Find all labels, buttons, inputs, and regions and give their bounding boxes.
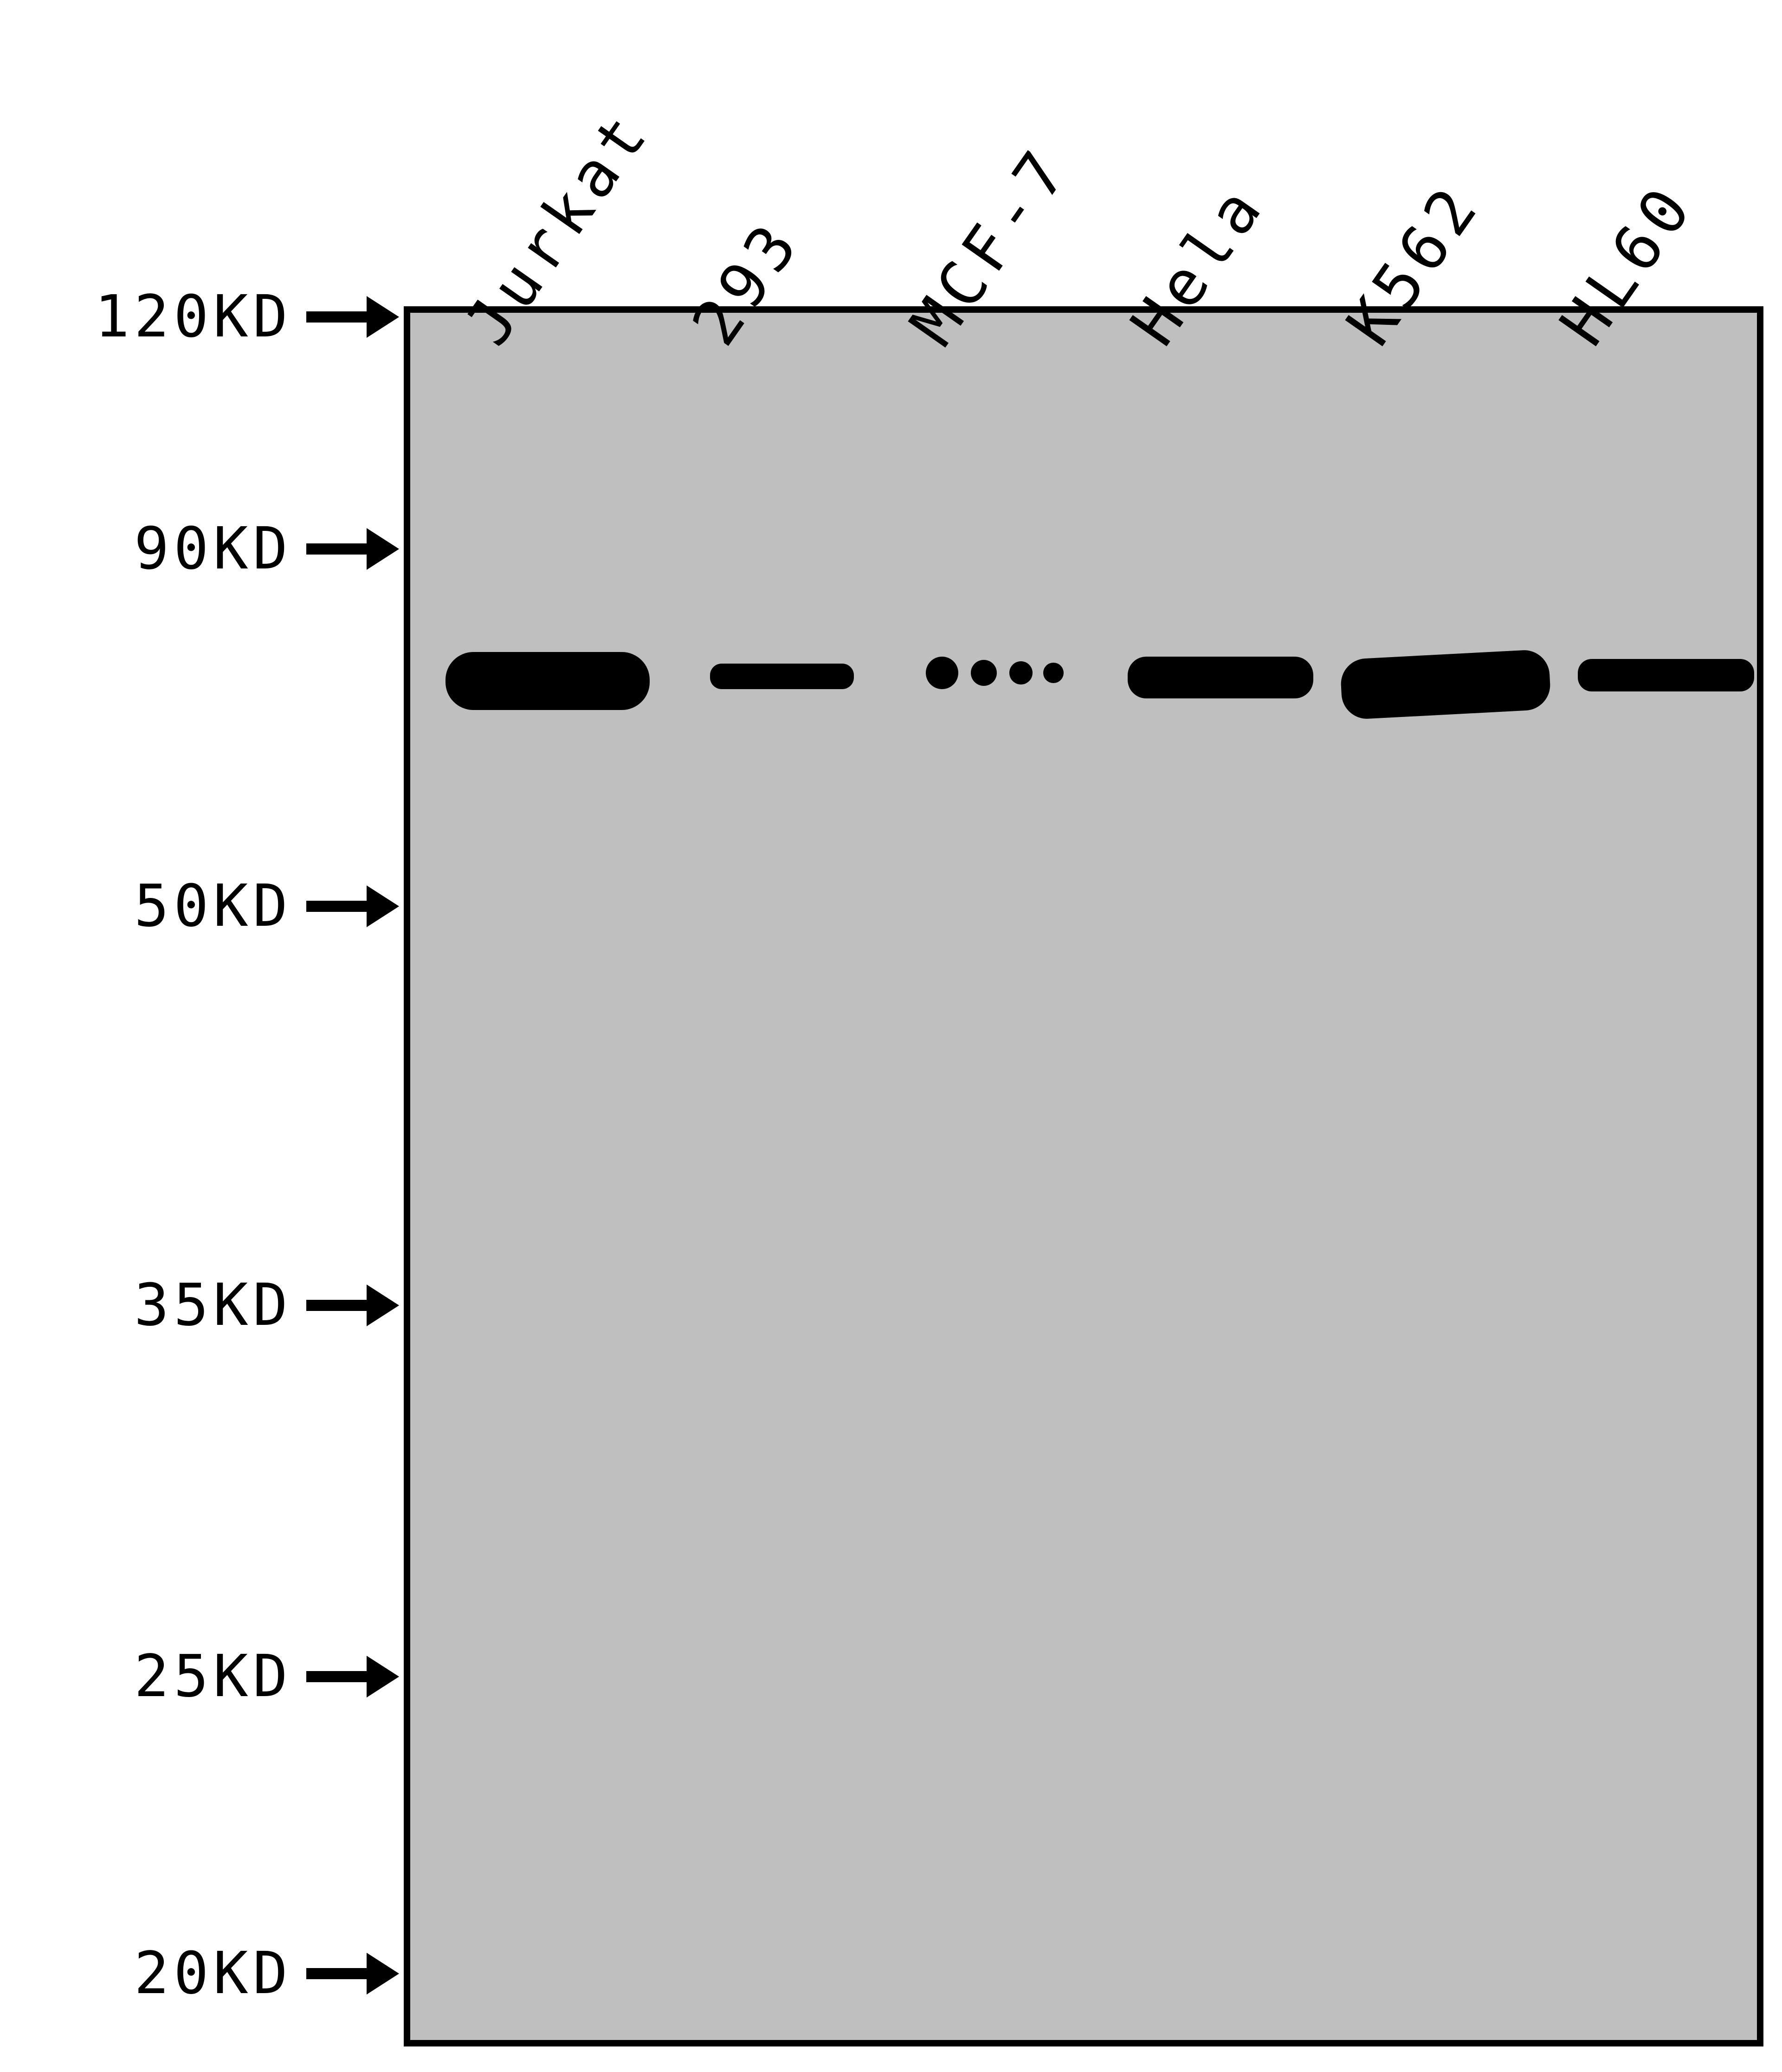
- mw-marker: 20KD: [134, 1940, 399, 2007]
- mw-marker: 50KD: [134, 872, 399, 940]
- blot-band: [971, 660, 997, 686]
- blot-band: [1043, 663, 1064, 683]
- mw-marker: 35KD: [134, 1272, 399, 1339]
- blot-band: [1009, 661, 1033, 684]
- blot-band: [926, 657, 958, 689]
- blot-band: [710, 664, 854, 689]
- blot-band: [1340, 649, 1551, 720]
- arrow-icon: [306, 1671, 399, 1682]
- mw-marker: 90KD: [134, 515, 399, 582]
- mw-marker-label: 35KD: [134, 1272, 292, 1339]
- arrow-icon: [306, 311, 399, 323]
- western-blot-figure: 120KD90KD50KD35KD25KD20KD Jurkat293MCF-7…: [0, 0, 1782, 2072]
- mw-marker-label: 120KD: [95, 283, 292, 350]
- blot-band: [1128, 657, 1313, 698]
- arrow-icon: [306, 901, 399, 912]
- blot-band: [1578, 659, 1754, 691]
- mw-marker: 25KD: [134, 1643, 399, 1710]
- mw-marker-label: 20KD: [134, 1940, 292, 2007]
- arrow-icon: [306, 1968, 399, 1979]
- arrow-icon: [306, 543, 399, 555]
- blot-band: [446, 652, 650, 710]
- arrow-icon: [306, 1300, 399, 1311]
- mw-marker-label: 50KD: [134, 872, 292, 940]
- mw-marker: 120KD: [95, 283, 399, 350]
- blot-membrane: [404, 306, 1763, 2046]
- mw-marker-label: 90KD: [134, 515, 292, 582]
- mw-marker-label: 25KD: [134, 1643, 292, 1710]
